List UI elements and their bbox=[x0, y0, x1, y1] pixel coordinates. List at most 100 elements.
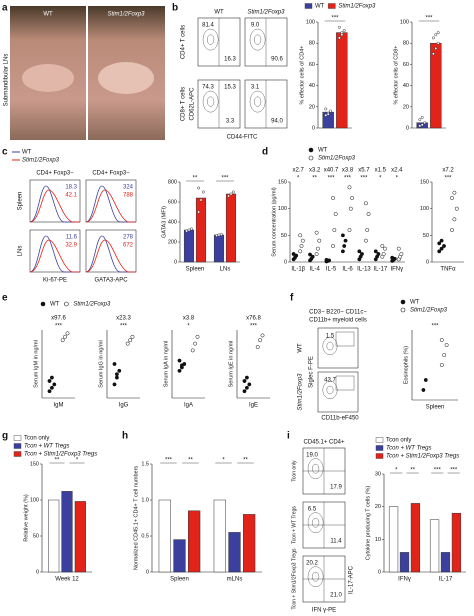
y-tick-label: 0 bbox=[36, 569, 39, 575]
data-point bbox=[227, 194, 231, 198]
data-point bbox=[431, 52, 435, 56]
data-point bbox=[217, 233, 221, 237]
y-tick-label: 80 bbox=[309, 41, 315, 47]
data-point bbox=[434, 47, 438, 50]
histogram-value: 42.1 bbox=[65, 193, 77, 199]
bar bbox=[173, 539, 186, 573]
histogram-title: CD4+ Foxp3− bbox=[36, 171, 74, 177]
data-point bbox=[423, 378, 428, 382]
axis-label: GATA3-APC bbox=[94, 278, 128, 284]
annotation: * bbox=[297, 176, 300, 182]
y-tick-label: 50 bbox=[423, 233, 429, 239]
data-point bbox=[452, 217, 457, 222]
bar bbox=[225, 193, 237, 263]
annotation: ** bbox=[55, 458, 60, 464]
data-point bbox=[437, 249, 442, 254]
flow-density bbox=[311, 517, 320, 528]
flow-density bbox=[326, 341, 334, 351]
flow-density bbox=[307, 512, 324, 534]
gate-value: 15.3 bbox=[224, 85, 236, 91]
flow-title: CD3− B220− CD11c− bbox=[309, 310, 367, 316]
data-point bbox=[439, 363, 444, 367]
flow-density bbox=[311, 571, 320, 582]
axis-label: Siglec F-PE bbox=[309, 356, 315, 388]
histogram-curve bbox=[85, 185, 136, 223]
flow-density bbox=[307, 566, 324, 588]
data-point bbox=[258, 338, 263, 343]
x-tick-label: Week 12 bbox=[55, 577, 79, 583]
legend-label: Tcon + WT Tregs bbox=[24, 444, 70, 450]
data-point bbox=[60, 338, 65, 343]
bar bbox=[399, 552, 410, 573]
data-point bbox=[337, 36, 341, 40]
legend-swatch bbox=[375, 437, 384, 443]
y-tick-label: 200 bbox=[168, 239, 177, 245]
row-label: CD4+ T cells bbox=[181, 25, 187, 59]
data-point bbox=[242, 389, 247, 394]
legend-label: WT bbox=[410, 300, 420, 306]
annotation: x97.6 bbox=[51, 316, 66, 322]
annotation: *** bbox=[328, 176, 336, 182]
panel-letter: a bbox=[2, 3, 8, 14]
y-tick-label: 20 bbox=[375, 504, 381, 510]
bar bbox=[429, 519, 440, 573]
gate bbox=[335, 375, 355, 391]
data-point bbox=[450, 228, 454, 232]
row-label: LNs bbox=[18, 246, 24, 257]
legend-swatch bbox=[308, 155, 314, 161]
y-tick-label: 0 bbox=[174, 259, 177, 265]
y-tick-label: 100 bbox=[420, 206, 429, 212]
data-point bbox=[439, 246, 444, 251]
flow-density bbox=[307, 458, 324, 480]
flow-density bbox=[206, 96, 215, 107]
data-point bbox=[229, 192, 233, 196]
flow-density bbox=[206, 34, 215, 45]
legend-label: WT bbox=[22, 150, 32, 156]
histogram-curve bbox=[85, 239, 136, 273]
data-point bbox=[201, 190, 205, 194]
x-tick-label: IL-17 bbox=[374, 267, 388, 273]
annotation: ** bbox=[312, 176, 317, 182]
y-tick-label: 60 bbox=[309, 62, 315, 68]
data-point bbox=[128, 338, 133, 343]
gate bbox=[335, 331, 355, 347]
data-point bbox=[310, 254, 315, 259]
annotation: * bbox=[379, 176, 382, 182]
data-point bbox=[337, 25, 341, 29]
annotation: ** bbox=[410, 468, 415, 474]
legend-swatch bbox=[375, 445, 384, 451]
data-point bbox=[114, 372, 119, 377]
annotation: * bbox=[395, 468, 398, 474]
bar bbox=[213, 234, 225, 263]
bar bbox=[183, 229, 195, 263]
data-point bbox=[300, 238, 305, 243]
data-point bbox=[63, 334, 68, 339]
legend-swatch bbox=[400, 307, 406, 313]
data-point bbox=[420, 123, 424, 127]
histogram-value: 788 bbox=[123, 193, 134, 199]
y-axis-label: Normalized CD45.1+ CD4+ T cell numbers bbox=[133, 466, 139, 571]
data-point bbox=[130, 334, 135, 339]
data-point bbox=[326, 112, 330, 116]
x-tick-label: Spleen bbox=[170, 577, 189, 583]
x-tick-label: TNFα bbox=[440, 267, 456, 273]
data-point bbox=[332, 228, 337, 232]
flow-density bbox=[253, 34, 262, 45]
row-label: CD8+ T cells bbox=[181, 87, 187, 121]
annotation: *** bbox=[431, 324, 439, 330]
gate-value: 3.1 bbox=[251, 85, 260, 91]
genotype-label: Stim1/2Foxp3 bbox=[107, 12, 145, 18]
x-tick-label: IFNγ bbox=[390, 267, 403, 273]
data-point bbox=[197, 186, 201, 190]
gate-value: 16.3 bbox=[224, 57, 236, 63]
axis-label: IL-17-APC bbox=[349, 565, 355, 594]
bar bbox=[440, 552, 451, 573]
y-tick-label: 800 bbox=[168, 179, 177, 185]
flow-density bbox=[253, 96, 262, 107]
bar bbox=[213, 499, 226, 573]
flow-title: CD45.1+ CD4+ bbox=[303, 440, 345, 446]
annotation: x1.5 bbox=[375, 168, 387, 174]
bar bbox=[195, 197, 207, 263]
data-point bbox=[450, 196, 454, 200]
